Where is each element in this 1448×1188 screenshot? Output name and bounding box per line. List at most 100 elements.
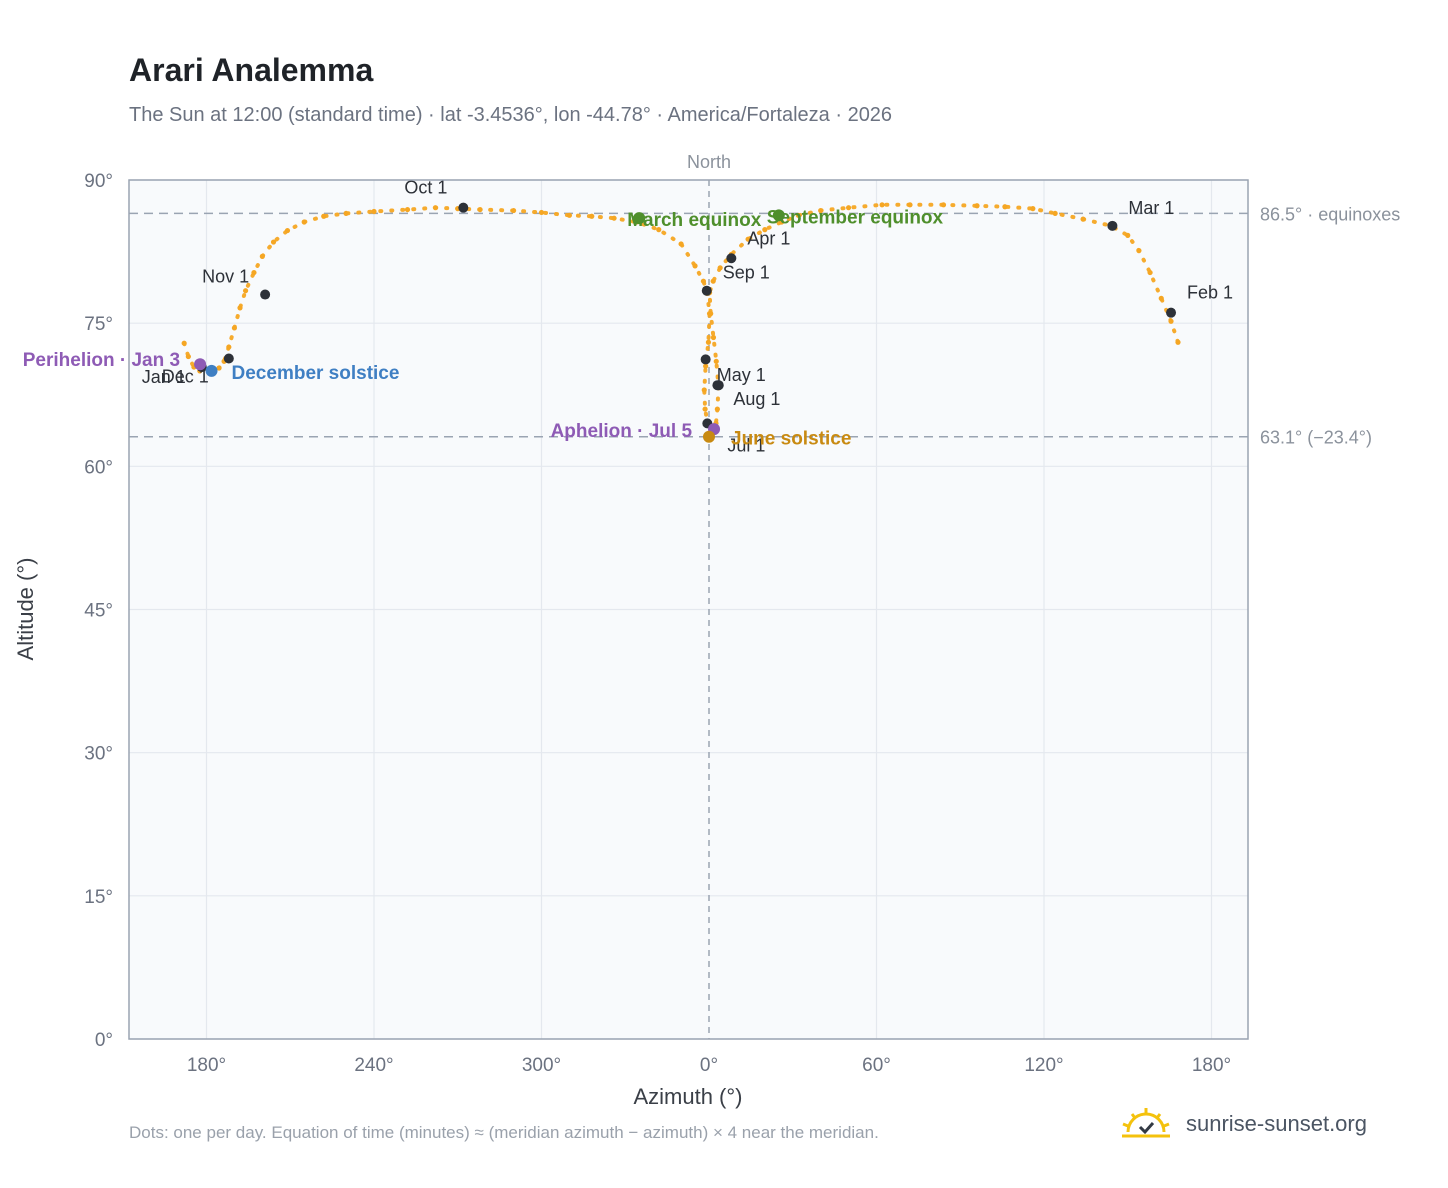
chart-title: Arari Analemma — [129, 52, 374, 88]
month-label: Jul 1 — [727, 435, 765, 455]
daily-dot — [477, 206, 483, 213]
daily-dot — [404, 206, 411, 213]
month-marker — [700, 354, 711, 365]
daily-dot — [907, 202, 913, 208]
daily-dot — [845, 205, 852, 211]
daily-dot — [259, 253, 265, 259]
event-label: June solstice — [731, 429, 851, 450]
daily-dot — [284, 227, 291, 234]
daily-dot — [795, 212, 801, 218]
daily-dot — [678, 241, 684, 247]
meridian-label: North — [687, 152, 731, 172]
month-label: Feb 1 — [1187, 283, 1233, 303]
daily-dot — [818, 207, 824, 214]
daily-dot — [762, 227, 768, 233]
daily-dot — [270, 239, 277, 245]
daily-dot — [1002, 204, 1008, 210]
y-tick-label: 30° — [84, 744, 113, 765]
daily-dot — [701, 387, 707, 393]
daily-dot — [879, 202, 885, 208]
x-tick-label: 0° — [700, 1055, 718, 1076]
month-markers: Jan 1 Feb 1 Mar 1 Apr 1 May 1 Jul 1 Aug 1 Sep 1… — [142, 178, 1233, 456]
chart-subtitle: The Sun at 12:00 (standard time) · lat -… — [129, 104, 893, 126]
daily-dot — [717, 265, 723, 271]
daily-dot — [745, 236, 751, 242]
month-label: Apr 1 — [747, 228, 790, 248]
event-marker — [772, 209, 785, 222]
daily-dot — [710, 278, 716, 284]
daily-dot — [1168, 318, 1174, 324]
daily-dot — [432, 205, 439, 211]
axis-ticks: 180° 240° 300° 0° 60° 120° 180° 0° 15° 30° 45° 60° 7… — [84, 171, 1231, 1076]
event-label: September equinox — [767, 207, 944, 228]
brand-name[interactable]: sunrise-sunset.org — [1186, 1111, 1367, 1136]
daily-dot — [1125, 232, 1131, 238]
daily-dot — [611, 215, 617, 221]
y-tick-label: 45° — [84, 601, 113, 622]
daily-dot — [1030, 206, 1036, 212]
daily-dot — [713, 358, 719, 364]
month-marker — [458, 202, 469, 213]
month-label: Oct 1 — [404, 178, 447, 198]
reference-lines: 86.5° · equinoxes 63.1° (−23.4°) — [129, 180, 1400, 1039]
month-marker — [712, 380, 723, 391]
daily-dot — [343, 210, 349, 217]
event-marker — [633, 212, 646, 225]
y-tick-label: 90° — [84, 171, 113, 192]
event-marker — [703, 430, 715, 443]
analemma-dotted-path — [182, 202, 1180, 434]
event-label: Perihelion · Jan 3 — [23, 350, 180, 371]
daily-dot — [1175, 339, 1181, 345]
daily-dot — [251, 269, 257, 276]
sun-check-icon — [1122, 1108, 1170, 1138]
event-label: December solstice — [232, 363, 400, 384]
daily-dot — [226, 344, 232, 350]
daily-dot — [702, 406, 708, 412]
daily-dot — [710, 334, 717, 341]
month-label: Jan 1 — [142, 367, 186, 387]
month-label: Nov 1 — [202, 267, 249, 287]
daily-dot — [1147, 269, 1153, 276]
daily-dot — [566, 212, 573, 218]
event-label: March equinox — [627, 210, 762, 231]
y-axis-label: Altitude (°) — [13, 558, 38, 661]
daily-dot — [940, 202, 947, 208]
footnote: Dots: one per day. Equation of time (min… — [129, 1123, 879, 1142]
daily-dot — [692, 263, 698, 269]
daily-dot — [216, 365, 222, 371]
y-tick-label: 15° — [84, 887, 113, 908]
y-tick-label: 0° — [95, 1030, 113, 1051]
event-marker — [194, 358, 207, 371]
month-label: Aug 1 — [733, 389, 780, 409]
month-label: May 1 — [717, 365, 766, 385]
daily-dot — [538, 209, 545, 216]
month-marker — [726, 253, 737, 264]
x-tick-label: 240° — [354, 1055, 393, 1076]
analemma-curve — [181, 202, 1181, 435]
y-tick-label: 60° — [84, 457, 113, 478]
daily-dot — [1158, 295, 1164, 301]
brand[interactable]: sunrise-sunset.org — [1120, 1102, 1367, 1146]
daily-dot — [700, 278, 707, 284]
month-marker — [701, 285, 712, 296]
x-tick-label: 60° — [862, 1055, 891, 1076]
reference-line-label: 63.1° (−23.4°) — [1260, 428, 1372, 448]
daily-dot — [708, 311, 714, 317]
daily-dot — [974, 203, 980, 209]
x-tick-label: 120° — [1024, 1055, 1063, 1076]
x-tick-label: 180° — [187, 1055, 226, 1076]
x-tick-label: 180° — [1192, 1055, 1231, 1076]
x-axis-label: Azimuth (°) — [633, 1084, 742, 1109]
month-label: Mar 1 — [1128, 198, 1174, 218]
daily-dot — [589, 213, 595, 219]
daily-dot — [1080, 216, 1086, 222]
plot-frame — [128, 179, 1249, 1040]
daily-dot — [301, 219, 307, 225]
x-tick-label: 300° — [522, 1055, 561, 1076]
daily-dot — [703, 363, 709, 369]
y-tick-label: 75° — [84, 314, 113, 335]
month-label: Sep 1 — [723, 263, 770, 283]
month-marker — [1166, 307, 1177, 318]
event-marker — [205, 364, 218, 377]
